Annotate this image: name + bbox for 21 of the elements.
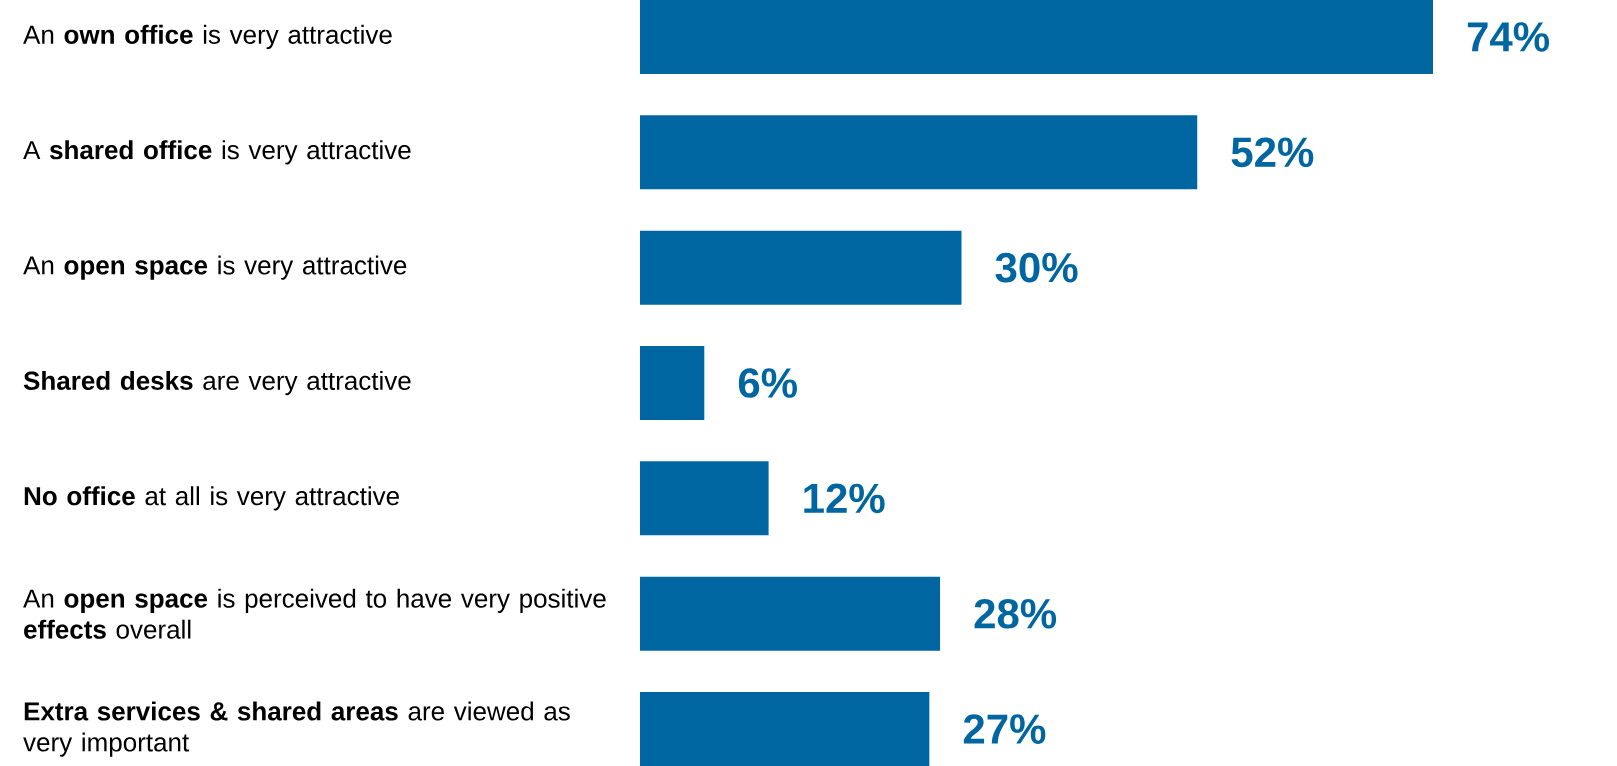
- bar: [640, 115, 1198, 190]
- category-label: An open space is perceived to have very positive effects overall: [23, 588, 606, 639]
- data-label: 6%: [738, 368, 797, 398]
- data-label: 28%: [974, 598, 1057, 629]
- y-tick-label: Shared desks are very attractive: [23, 370, 411, 396]
- bar: [640, 461, 769, 536]
- y-tick-label: An open space is very attractive: [23, 255, 407, 280]
- bar: [640, 576, 941, 651]
- y-tick-label: A shared office is very attractive: [23, 140, 411, 165]
- y-tick-label: No office at all is very attractive: [24, 486, 399, 511]
- bar: [640, 346, 705, 421]
- bar: [640, 230, 962, 305]
- data-label: 52%: [1231, 137, 1314, 168]
- data-label: 30%: [995, 252, 1078, 283]
- data-label: 74%: [1467, 22, 1550, 52]
- data-label: 27%: [963, 714, 1046, 744]
- data-label: 12%: [804, 483, 885, 514]
- bar: [640, 692, 930, 766]
- bar: [640, 0, 1433, 74]
- y-tick-label: An own office is very attractive: [23, 24, 392, 50]
- category-label: Extra services & shared areas are viewed as very important: [23, 701, 570, 757]
